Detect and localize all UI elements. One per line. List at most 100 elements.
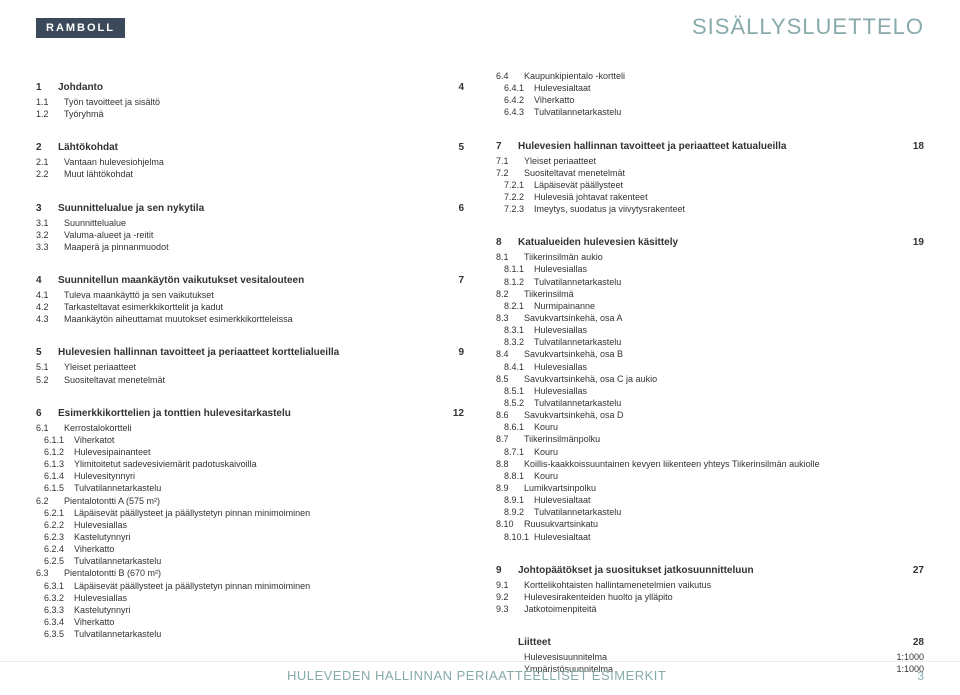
toc-entry: 8.1.2Tulvatilannetarkastelu bbox=[496, 276, 924, 288]
toc-entry: 3.3Maaperä ja pinnanmuodot bbox=[36, 241, 464, 253]
section-page: 4 bbox=[436, 82, 464, 93]
entry-title: Työn tavoitteet ja sisältö bbox=[64, 96, 464, 108]
toc-section: 5Hulevesien hallinnan tavoitteet ja peri… bbox=[36, 347, 464, 358]
section-title: Hulevesien hallinnan tavoitteet ja peria… bbox=[518, 141, 896, 152]
footer-page: 3 bbox=[917, 669, 924, 683]
entry-title: Viherkatto bbox=[74, 543, 464, 555]
entry-title: Savukvartsinkehä, osa A bbox=[524, 312, 924, 324]
toc-entry: 8.6Savukvartsinkehä, osa D bbox=[496, 409, 924, 421]
toc-columns: 1Johdanto41.1Työn tavoitteet ja sisältö1… bbox=[36, 70, 924, 675]
entry-number: 8.4.1 bbox=[504, 361, 534, 373]
spacer bbox=[496, 615, 924, 625]
entry-title: Tulvatilannetarkastelu bbox=[74, 482, 464, 494]
toc-entry: 6.1.4Hulevesitynnyri bbox=[36, 470, 464, 482]
entry-number: 8.6.1 bbox=[504, 421, 534, 433]
section-title: Johdanto bbox=[58, 82, 436, 93]
entry-number: 8.10 bbox=[496, 518, 524, 530]
entry-title: Hulevesirakenteiden huolto ja ylläpito bbox=[524, 591, 924, 603]
toc-entry: 8.6.1Kouru bbox=[496, 421, 924, 433]
entry-title: Viherkatto bbox=[534, 94, 924, 106]
toc-entry: 8.4Savukvartsinkehä, osa B bbox=[496, 348, 924, 360]
entry-title: Hulevesialtaat bbox=[534, 494, 924, 506]
entry-number: 9.3 bbox=[496, 603, 524, 615]
entry-title: Valuma-alueet ja -reitit bbox=[64, 229, 464, 241]
entry-title: Tulvatilannetarkastelu bbox=[534, 336, 924, 348]
entry-number: 8.1.2 bbox=[504, 276, 534, 288]
section-title: Johtopäätökset ja suositukset jatkosuunn… bbox=[518, 565, 896, 576]
toc-entry: 6.1.1Viherkatot bbox=[36, 434, 464, 446]
entry-number: 8.10.1 bbox=[504, 531, 534, 543]
entry-number: 5.1 bbox=[36, 361, 64, 373]
toc-section: 9Johtopäätökset ja suositukset jatkosuun… bbox=[496, 565, 924, 576]
spacer bbox=[36, 253, 464, 263]
entry-number: 8.4 bbox=[496, 348, 524, 360]
entry-number: 6.4 bbox=[496, 70, 524, 82]
toc-entry: 9.3Jatkotoimenpiteitä bbox=[496, 603, 924, 615]
entry-number: 7.2.3 bbox=[504, 203, 534, 215]
section-number: 5 bbox=[36, 347, 58, 358]
toc-section: Liitteet28 bbox=[496, 637, 924, 648]
footer: HULEVEDEN HALLINNAN PERIAATTEELLISET ESI… bbox=[0, 661, 960, 683]
section-title: Esimerkkikorttelien ja tonttien hulevesi… bbox=[58, 408, 436, 419]
entry-number: 7.2.2 bbox=[504, 191, 534, 203]
entry-title: Pientalotontti B (670 m²) bbox=[64, 567, 464, 579]
entry-number: 8.5.1 bbox=[504, 385, 534, 397]
toc-entry: 8.8.1Kouru bbox=[496, 470, 924, 482]
entry-number: 9.1 bbox=[496, 579, 524, 591]
spacer bbox=[496, 543, 924, 553]
toc-section: 2Lähtökohdat5 bbox=[36, 142, 464, 153]
toc-right-column: 6.4Kaupunkipientalo -kortteli6.4.1Huleve… bbox=[496, 70, 924, 675]
entry-number: 2.1 bbox=[36, 156, 64, 168]
spacer bbox=[496, 119, 924, 129]
toc-entry: 7.2.1Läpäisevät päällysteet bbox=[496, 179, 924, 191]
entry-title: Kastelutynnyri bbox=[74, 604, 464, 616]
entry-number: 6.3.5 bbox=[44, 628, 74, 640]
entry-number: 6.2.1 bbox=[44, 507, 74, 519]
entry-title: Tulvatilannetarkastelu bbox=[534, 106, 924, 118]
entry-number: 8.8.1 bbox=[504, 470, 534, 482]
section-title: Lähtökohdat bbox=[58, 142, 436, 153]
entry-number: 7.1 bbox=[496, 155, 524, 167]
entry-number: 9.2 bbox=[496, 591, 524, 603]
toc-entry: 6.1.5Tulvatilannetarkastelu bbox=[36, 482, 464, 494]
entry-title: Yleiset periaatteet bbox=[524, 155, 924, 167]
section-page: 7 bbox=[436, 275, 464, 286]
toc-entry: 7.2Suositeltavat menetelmät bbox=[496, 167, 924, 179]
entry-number: 6.1.5 bbox=[44, 482, 74, 494]
entry-number: 6.1 bbox=[36, 422, 64, 434]
section-number: 9 bbox=[496, 565, 518, 576]
toc-section: 7Hulevesien hallinnan tavoitteet ja peri… bbox=[496, 141, 924, 152]
entry-number: 6.3.4 bbox=[44, 616, 74, 628]
entry-number: 8.9.2 bbox=[504, 506, 534, 518]
toc-entry: 8.3.2Tulvatilannetarkastelu bbox=[496, 336, 924, 348]
toc-entry: 8.5.1Hulevesiallas bbox=[496, 385, 924, 397]
entry-number: 8.7 bbox=[496, 433, 524, 445]
toc-entry: 6.1Kerrostalokortteli bbox=[36, 422, 464, 434]
toc-entry: 7.2.2Hulevesiä johtavat rakenteet bbox=[496, 191, 924, 203]
entry-title: Tulvatilannetarkastelu bbox=[534, 506, 924, 518]
entry-title: Läpäisevät päällysteet bbox=[534, 179, 924, 191]
toc-entry: 1.2Työryhmä bbox=[36, 108, 464, 120]
entry-number: 8.3.2 bbox=[504, 336, 534, 348]
toc-entry: 6.2.3Kastelutynnyri bbox=[36, 531, 464, 543]
toc-entry: 6.2.5Tulvatilannetarkastelu bbox=[36, 555, 464, 567]
toc-entry: 7.2.3Imeytys, suodatus ja viivytysrakent… bbox=[496, 203, 924, 215]
toc-entry: 8.2.1Nurmipainanne bbox=[496, 300, 924, 312]
footer-title: HULEVEDEN HALLINNAN PERIAATTEELLISET ESI… bbox=[287, 668, 666, 683]
entry-title: Vantaan hulevesiohjelma bbox=[64, 156, 464, 168]
entry-title: Hulevesialtaat bbox=[534, 82, 924, 94]
toc-entry: 6.3.4Viherkatto bbox=[36, 616, 464, 628]
entry-title: Läpäisevät päällysteet ja päällystetyn p… bbox=[74, 580, 464, 592]
entry-number: 6.2.3 bbox=[44, 531, 74, 543]
spacer bbox=[496, 215, 924, 225]
toc-entry: 3.2Valuma-alueet ja -reitit bbox=[36, 229, 464, 241]
entry-title: Kerrostalokortteli bbox=[64, 422, 464, 434]
entry-title: Jatkotoimenpiteitä bbox=[524, 603, 924, 615]
toc-entry: 2.2Muut lähtökohdat bbox=[36, 168, 464, 180]
toc-entry: 8.7.1Kouru bbox=[496, 446, 924, 458]
entry-number: 8.7.1 bbox=[504, 446, 534, 458]
toc-entry: 6.2.4Viherkatto bbox=[36, 543, 464, 555]
toc-entry: 8.2Tiikerinsilmä bbox=[496, 288, 924, 300]
toc-entry: 1.1Työn tavoitteet ja sisältö bbox=[36, 96, 464, 108]
entry-title: Maaperä ja pinnanmuodot bbox=[64, 241, 464, 253]
